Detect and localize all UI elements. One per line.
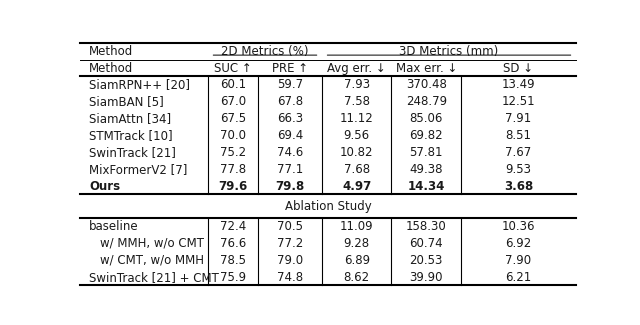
Text: 9.56: 9.56 xyxy=(344,129,370,142)
Text: SUC ↑: SUC ↑ xyxy=(214,61,252,74)
Text: 7.91: 7.91 xyxy=(506,112,532,125)
Text: 79.8: 79.8 xyxy=(275,179,305,192)
Text: STMTrack [10]: STMTrack [10] xyxy=(89,129,173,142)
Text: Method: Method xyxy=(89,45,133,58)
Text: 7.58: 7.58 xyxy=(344,95,370,108)
Text: 66.3: 66.3 xyxy=(276,112,303,125)
Text: baseline: baseline xyxy=(89,220,138,233)
Text: 6.89: 6.89 xyxy=(344,254,370,267)
Text: 7.67: 7.67 xyxy=(506,146,532,159)
Text: SiamAttn [34]: SiamAttn [34] xyxy=(89,112,171,125)
Text: 9.28: 9.28 xyxy=(344,237,370,250)
Text: 67.0: 67.0 xyxy=(220,95,246,108)
Text: 4.97: 4.97 xyxy=(342,179,371,192)
Text: 158.30: 158.30 xyxy=(406,220,447,233)
Text: w/ CMT, w/o MMH: w/ CMT, w/o MMH xyxy=(100,254,204,267)
Text: 39.90: 39.90 xyxy=(410,271,443,284)
Text: 67.8: 67.8 xyxy=(276,95,303,108)
Text: 6.92: 6.92 xyxy=(506,237,532,250)
Text: SiamRPN++ [20]: SiamRPN++ [20] xyxy=(89,78,190,91)
Text: 8.62: 8.62 xyxy=(344,271,370,284)
Text: 7.90: 7.90 xyxy=(506,254,532,267)
Text: 20.53: 20.53 xyxy=(410,254,443,267)
Text: 79.0: 79.0 xyxy=(276,254,303,267)
Text: 13.49: 13.49 xyxy=(502,78,535,91)
Text: 14.34: 14.34 xyxy=(408,179,445,192)
Text: Ablation Study: Ablation Study xyxy=(285,200,371,213)
Text: Method: Method xyxy=(89,61,133,74)
Text: 70.0: 70.0 xyxy=(220,129,246,142)
Text: 248.79: 248.79 xyxy=(406,95,447,108)
Text: 3.68: 3.68 xyxy=(504,179,533,192)
Text: 76.6: 76.6 xyxy=(220,237,246,250)
Text: 60.74: 60.74 xyxy=(410,237,443,250)
Text: 2D Metrics (%): 2D Metrics (%) xyxy=(221,45,308,58)
Text: 77.1: 77.1 xyxy=(276,163,303,176)
Text: 57.81: 57.81 xyxy=(410,146,443,159)
Text: 49.38: 49.38 xyxy=(410,163,443,176)
Text: 60.1: 60.1 xyxy=(220,78,246,91)
Text: w/ MMH, w/o CMT: w/ MMH, w/o CMT xyxy=(100,237,204,250)
Text: 11.12: 11.12 xyxy=(340,112,374,125)
Text: 3D Metrics (mm): 3D Metrics (mm) xyxy=(399,45,499,58)
Text: 78.5: 78.5 xyxy=(220,254,246,267)
Text: Avg err. ↓: Avg err. ↓ xyxy=(328,61,386,74)
Text: 69.4: 69.4 xyxy=(276,129,303,142)
Text: 74.6: 74.6 xyxy=(276,146,303,159)
Text: 79.6: 79.6 xyxy=(218,179,248,192)
Text: 70.5: 70.5 xyxy=(277,220,303,233)
Text: 77.2: 77.2 xyxy=(276,237,303,250)
Text: 6.21: 6.21 xyxy=(506,271,532,284)
Text: PRE ↑: PRE ↑ xyxy=(272,61,308,74)
Text: 7.68: 7.68 xyxy=(344,163,370,176)
Text: 10.82: 10.82 xyxy=(340,146,374,159)
Text: 69.82: 69.82 xyxy=(410,129,443,142)
Text: 10.36: 10.36 xyxy=(502,220,535,233)
Text: 59.7: 59.7 xyxy=(276,78,303,91)
Text: 12.51: 12.51 xyxy=(502,95,535,108)
Text: 75.9: 75.9 xyxy=(220,271,246,284)
Text: 9.53: 9.53 xyxy=(506,163,531,176)
Text: Max err. ↓: Max err. ↓ xyxy=(396,61,457,74)
Text: 11.09: 11.09 xyxy=(340,220,374,233)
Text: 85.06: 85.06 xyxy=(410,112,443,125)
Text: MixFormerV2 [7]: MixFormerV2 [7] xyxy=(89,163,188,176)
Text: 75.2: 75.2 xyxy=(220,146,246,159)
Text: SwinTrack [21] + CMT: SwinTrack [21] + CMT xyxy=(89,271,219,284)
Text: 72.4: 72.4 xyxy=(220,220,246,233)
Text: 67.5: 67.5 xyxy=(220,112,246,125)
Text: SwinTrack [21]: SwinTrack [21] xyxy=(89,146,176,159)
Text: SiamBAN [5]: SiamBAN [5] xyxy=(89,95,164,108)
Text: 8.51: 8.51 xyxy=(506,129,531,142)
Text: 77.8: 77.8 xyxy=(220,163,246,176)
Text: 370.48: 370.48 xyxy=(406,78,447,91)
Text: 7.93: 7.93 xyxy=(344,78,370,91)
Text: SD ↓: SD ↓ xyxy=(504,61,534,74)
Text: Ours: Ours xyxy=(89,179,120,192)
Text: 74.8: 74.8 xyxy=(276,271,303,284)
